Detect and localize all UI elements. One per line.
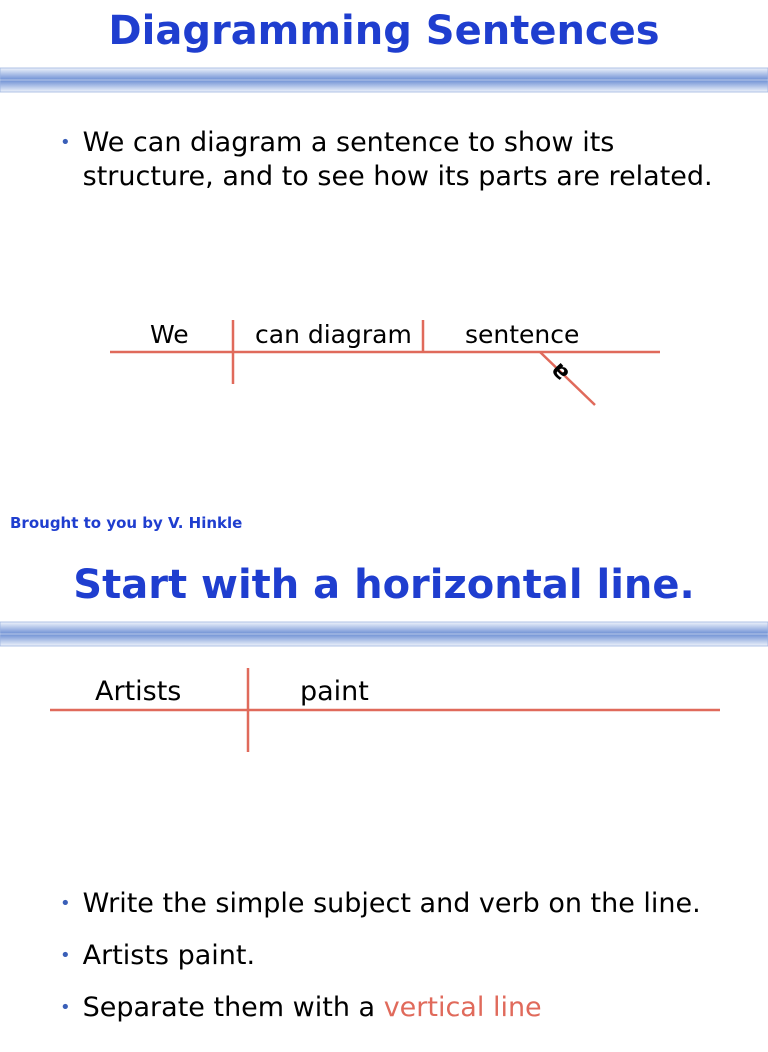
diagram-label-object: sentence (465, 320, 579, 349)
slide2-bullet3-text: Separate them with a vertical line (83, 991, 542, 1025)
diagram-label-we: We (150, 320, 189, 349)
diagram-label-verb: can diagram (255, 320, 412, 349)
diagram-label-verb: paint (300, 676, 369, 707)
slide1-diagram: We can diagram sentence a (0, 0, 768, 560)
slide2-bullet3-highlight: vertical line (384, 992, 542, 1023)
slide-1: Diagramming Sentences • We can diagram a… (0, 0, 768, 560)
slide2-bullet2-text: Artists paint. (83, 939, 255, 973)
bullet-item: • Separate them with a vertical line (60, 991, 728, 1025)
diagram-label-subject: Artists (95, 676, 181, 707)
slide2-bullet3-pre: Separate them with a (83, 992, 384, 1023)
slide-2: Start with a horizontal line. Artists pa… (0, 560, 768, 1024)
slide2-diagram-svg: Artists paint (0, 560, 768, 780)
bullet-dot-icon: • (60, 999, 71, 1017)
bullet-dot-icon: • (60, 895, 71, 913)
bullet-dot-icon: • (60, 947, 71, 965)
bullet-item: • Write the simple subject and verb on t… (60, 887, 728, 921)
slide1-credit: Brought to you by V. Hinkle (10, 514, 242, 532)
slide2-bullets: • Write the simple subject and verb on t… (0, 772, 768, 1052)
slide2-bullet1-text: Write the simple subject and verb on the… (83, 887, 701, 921)
bullet-item: • Artists paint. (60, 939, 728, 973)
